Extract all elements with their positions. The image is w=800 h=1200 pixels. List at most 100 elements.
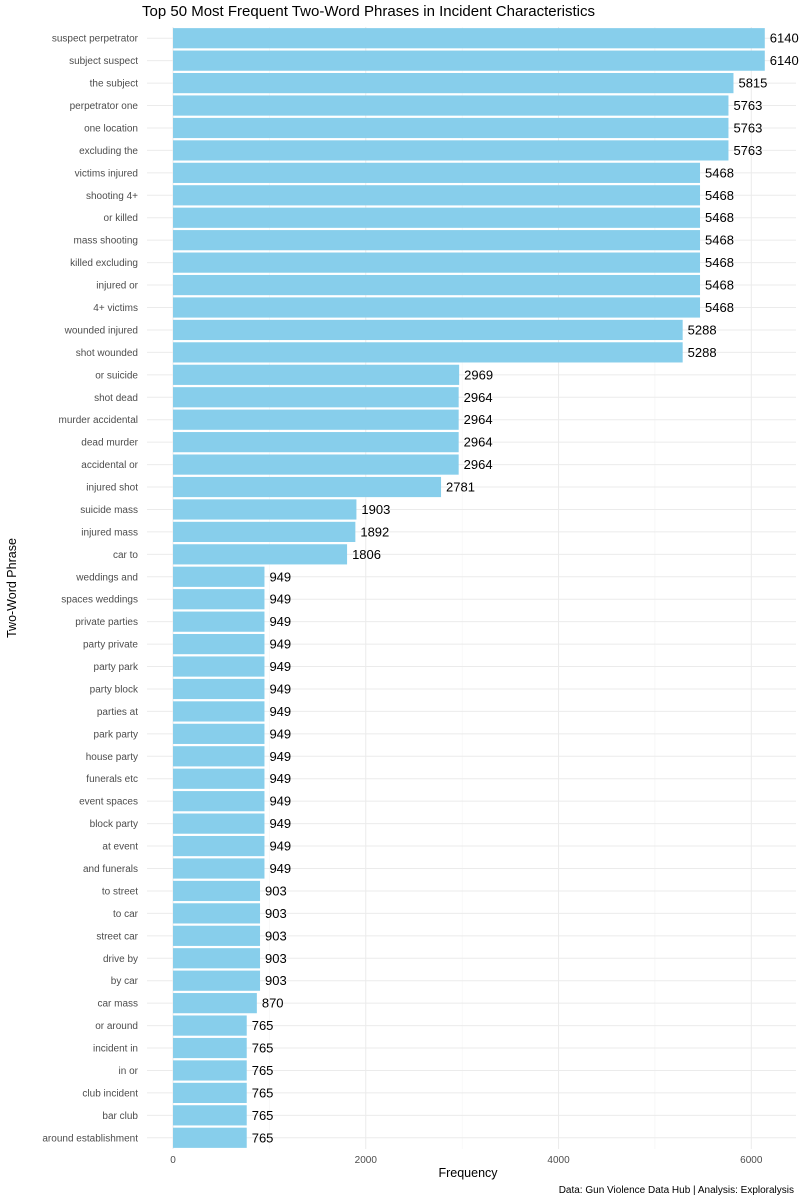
bar: [173, 723, 265, 744]
bar: [173, 701, 265, 722]
bar: [173, 970, 261, 991]
category-label: party block: [90, 684, 139, 695]
bar-value-label: 2964: [464, 412, 493, 427]
x-axis-title: Frequency: [438, 1166, 498, 1180]
bar: [173, 589, 265, 610]
category-label: victims injured: [75, 168, 138, 179]
bars: [173, 28, 765, 1148]
bar: [173, 117, 729, 139]
bar: [173, 95, 729, 116]
category-label: car mass: [97, 999, 138, 1010]
category-label: shot wounded: [76, 348, 138, 359]
bar: [173, 387, 459, 408]
category-label: club incident: [82, 1088, 138, 1099]
bar-value-label: 1806: [352, 547, 381, 562]
category-label: by car: [111, 976, 139, 987]
bar: [173, 297, 701, 318]
bar-value-label: 5288: [688, 345, 717, 360]
bar: [173, 252, 701, 273]
x-tick-label: 4000: [547, 1155, 570, 1166]
category-label: private parties: [75, 617, 138, 628]
bar-value-label: 765: [252, 1018, 274, 1033]
bar: [173, 993, 257, 1014]
bar: [173, 432, 459, 453]
category-labels: suspect perpetrator subject suspect the su…: [42, 34, 139, 1145]
x-tick-label: 0: [170, 1155, 176, 1166]
y-axis-title: Two-Word Phrase: [5, 538, 19, 638]
bar-value-label: 2964: [464, 457, 493, 472]
bar-value-label: 5468: [705, 255, 734, 270]
bar-value-label: 949: [269, 839, 291, 854]
bar-value-label: 2969: [464, 367, 493, 382]
category-label: injured shot: [86, 483, 138, 494]
bar: [173, 476, 442, 498]
bar-value-label: 949: [269, 861, 291, 876]
bar: [173, 1015, 247, 1036]
bar: [173, 835, 265, 857]
bar-value-label: 5815: [738, 76, 767, 91]
category-label: one location: [84, 123, 138, 134]
category-label: suspect perpetrator: [52, 34, 139, 45]
chart-caption: Data: Gun Violence Data Hub | Analysis: …: [559, 1185, 794, 1196]
x-tick-labels: 0 2000 4000 6000: [170, 1155, 763, 1166]
category-label: bar club: [102, 1111, 138, 1122]
category-label: to car: [113, 909, 139, 920]
bar: [173, 50, 765, 71]
category-label: spaces weddings: [61, 595, 138, 606]
bar-value-label: 949: [269, 681, 291, 696]
bar: [173, 521, 356, 542]
bar-value-label: 5468: [705, 300, 734, 315]
bar: [173, 1037, 247, 1059]
category-label: funerals etc: [86, 774, 138, 785]
category-label: to street: [102, 886, 138, 897]
bar: [173, 678, 265, 700]
bar-value-label: 949: [269, 771, 291, 786]
bar-value-label: 5468: [705, 210, 734, 225]
bar-value-label: 903: [265, 973, 287, 988]
bar-value-label: 2964: [464, 435, 493, 450]
value-labels: 6140614058155763576357635468546854685468…: [252, 31, 799, 1146]
category-label: excluding the: [79, 146, 138, 157]
bar: [173, 230, 701, 251]
category-label: incident in: [93, 1044, 138, 1055]
category-label: dead murder: [81, 438, 138, 449]
bar-value-label: 949: [269, 749, 291, 764]
bar-value-label: 765: [252, 1085, 274, 1100]
category-label: park party: [94, 729, 138, 740]
bar-value-label: 6140: [770, 31, 799, 46]
category-label: event spaces: [79, 797, 138, 808]
bar: [173, 364, 460, 385]
category-label: mass shooting: [74, 236, 138, 247]
bar-value-label: 6140: [770, 53, 799, 68]
bar: [173, 611, 265, 632]
bar-value-label: 765: [252, 1041, 274, 1056]
bar: [173, 1127, 247, 1148]
category-label: at event: [102, 842, 138, 853]
bar: [173, 454, 459, 475]
category-label: parties at: [97, 707, 138, 718]
bar: [173, 634, 265, 655]
category-label: or killed: [104, 213, 138, 224]
bar-value-label: 949: [269, 794, 291, 809]
category-label: the subject: [90, 79, 139, 90]
category-label: perpetrator one: [70, 101, 139, 112]
category-label: or around: [95, 1021, 138, 1032]
category-label: 4+ victims: [93, 303, 138, 314]
category-label: shooting 4+: [86, 191, 138, 202]
bar-value-label: 1892: [360, 524, 389, 539]
category-label: killed excluding: [70, 258, 138, 269]
category-label: around establishment: [42, 1133, 138, 1144]
bar-value-label: 949: [269, 569, 291, 584]
bar-value-label: 870: [262, 996, 284, 1011]
bar-value-label: 5288: [688, 322, 717, 337]
bar-value-label: 765: [252, 1130, 274, 1145]
bar: [173, 409, 459, 430]
category-label: or suicide: [95, 370, 138, 381]
bar-value-label: 5763: [733, 98, 762, 113]
bar: [173, 140, 729, 161]
category-label: party private: [83, 640, 138, 651]
bar: [173, 903, 261, 924]
category-label: suicide mass: [80, 505, 138, 516]
bar-value-label: 903: [265, 883, 287, 898]
bar-value-label: 949: [269, 704, 291, 719]
